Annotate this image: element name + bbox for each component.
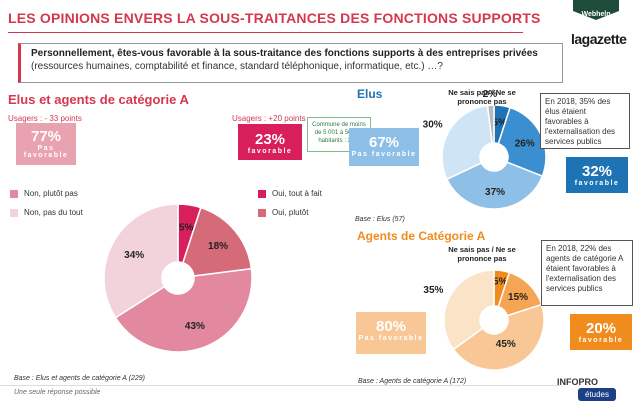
question-rest: (ressources humaines, comptabilité et fi…	[31, 61, 443, 72]
base-agents: Base : Agents de catégorie A (172)	[358, 378, 467, 385]
infopro-logo: INFOPRO	[557, 377, 599, 387]
donut-slice	[445, 161, 544, 210]
agents-unfavorable-label: Pas favorable	[358, 335, 424, 342]
dk-label-agents: Ne sais pas / Ne se prononce pas	[448, 245, 516, 263]
donut-slice-label: 15%	[508, 292, 528, 303]
legend-label-non-tout: Non, pas du tout	[24, 208, 83, 217]
all-unfavorable-label: Pas favorable	[23, 145, 69, 159]
donut-all: 5% 18% 43% 34%	[103, 203, 253, 353]
donut-agents: 5%15% 45% 35%	[423, 269, 545, 371]
all-unfavorable-pct: 77%	[30, 128, 62, 145]
base-elus: Base : Elus (57)	[355, 216, 405, 223]
agents-favorable-pct: 20%	[585, 320, 617, 337]
donut-slice	[441, 104, 494, 181]
section-title-all: Elus et agents de catégorie A	[8, 92, 189, 107]
donut-slice	[443, 269, 495, 351]
question-box: Personnellement, êtes-vous favorable à l…	[18, 43, 563, 83]
donut-slice-label: 5%	[179, 223, 194, 234]
legend-non-plutot: Non, plutôt pas	[10, 189, 78, 198]
elus-favorable-pct: 32%	[581, 163, 613, 180]
agents-2018-note: En 2018, 22% des agents de catégorie A é…	[541, 240, 633, 306]
legend-oui-plutot: Oui, plutôt	[258, 208, 308, 217]
elus-favorable-label: favorable	[574, 180, 620, 187]
legend-non-tout: Non, pas du tout	[10, 208, 83, 217]
usagers-right: Usagers : +20 points	[232, 114, 306, 123]
donut-elus: 5% 26% 37% 30% 2%	[423, 89, 547, 210]
legend-swatch-oui-tout	[258, 189, 266, 198]
donut-slice	[103, 203, 179, 319]
legend-label-non-plutot: Non, plutôt pas	[24, 189, 78, 198]
agents-favorable-box: 20% favorable	[570, 314, 632, 350]
legend-swatch-non-plutot	[10, 189, 18, 198]
section-title-agents: Agents de Catégorie A	[357, 229, 486, 243]
section-title-elus: Elus	[357, 87, 383, 101]
agents-favorable-label: favorable	[578, 337, 624, 344]
donut-slice-label: 5%	[493, 276, 508, 287]
dk-label-elus: Ne sais pas / Ne se prononce pas	[448, 88, 516, 106]
all-favorable-pct: 23%	[254, 131, 286, 148]
etudes-logo: études	[578, 388, 616, 401]
page-title: LES OPINIONS ENVERS LA SOUS-TRAITANCES D…	[8, 10, 541, 26]
agents-unfavorable-box: 80% Pas favorable	[356, 312, 426, 354]
donut-slice-label: 30%	[423, 119, 443, 130]
donut-slice-label: 26%	[515, 139, 535, 150]
donut-slice	[486, 104, 495, 144]
legend-oui-tout: Oui, tout à fait	[258, 189, 322, 198]
donut-slice-label: 37%	[485, 187, 505, 198]
webhelp-logo: Webhelp	[573, 0, 619, 20]
donut-slice	[497, 106, 547, 178]
legend-swatch-non-tout	[10, 208, 18, 217]
agents-unfavorable-pct: 80%	[375, 318, 407, 335]
elus-2018-note: En 2018, 35% des élus étaient favorables…	[540, 93, 630, 149]
footer-divider	[0, 385, 560, 386]
single-answer-note: Une seule réponse possible	[14, 389, 101, 396]
legend-label-oui-plutot: Oui, plutôt	[272, 208, 309, 217]
donut-slice-label: 5%	[492, 117, 507, 128]
elus-unfavorable-label: Pas favorable	[351, 151, 417, 158]
elus-unfavorable-pct: 67%	[368, 134, 400, 151]
base-all: Base : Elus et agents de catégorie A (22…	[14, 375, 146, 382]
donut-slice	[114, 267, 253, 353]
legend-label-oui-tout: Oui, tout à fait	[272, 189, 322, 198]
all-favorable-box: 23% favorable	[238, 124, 302, 160]
donut-slice	[181, 206, 253, 277]
all-unfavorable-box: 77% Pas favorable	[16, 123, 76, 165]
donut-slice-label: 18%	[208, 241, 228, 252]
donut-slice-label: 34%	[124, 250, 144, 261]
gazette-logo: lagazette	[571, 31, 627, 47]
elus-favorable-box: 32% favorable	[566, 157, 628, 193]
donut-slice-label: 43%	[185, 321, 205, 332]
usagers-left: Usagers : - 33 points	[8, 114, 82, 123]
donut-slice-label: 35%	[423, 285, 443, 296]
donut-slice-label: 2%	[483, 89, 498, 100]
legend-swatch-oui-plutot	[258, 208, 266, 217]
all-favorable-label: favorable	[247, 148, 293, 155]
elus-unfavorable-box: 67% Pas favorable	[349, 128, 419, 166]
question-bold: Personnellement, êtes-vous favorable à l…	[31, 48, 538, 59]
donut-slice-label: 45%	[496, 339, 516, 350]
donut-slice	[452, 303, 545, 371]
title-underline	[8, 32, 523, 33]
